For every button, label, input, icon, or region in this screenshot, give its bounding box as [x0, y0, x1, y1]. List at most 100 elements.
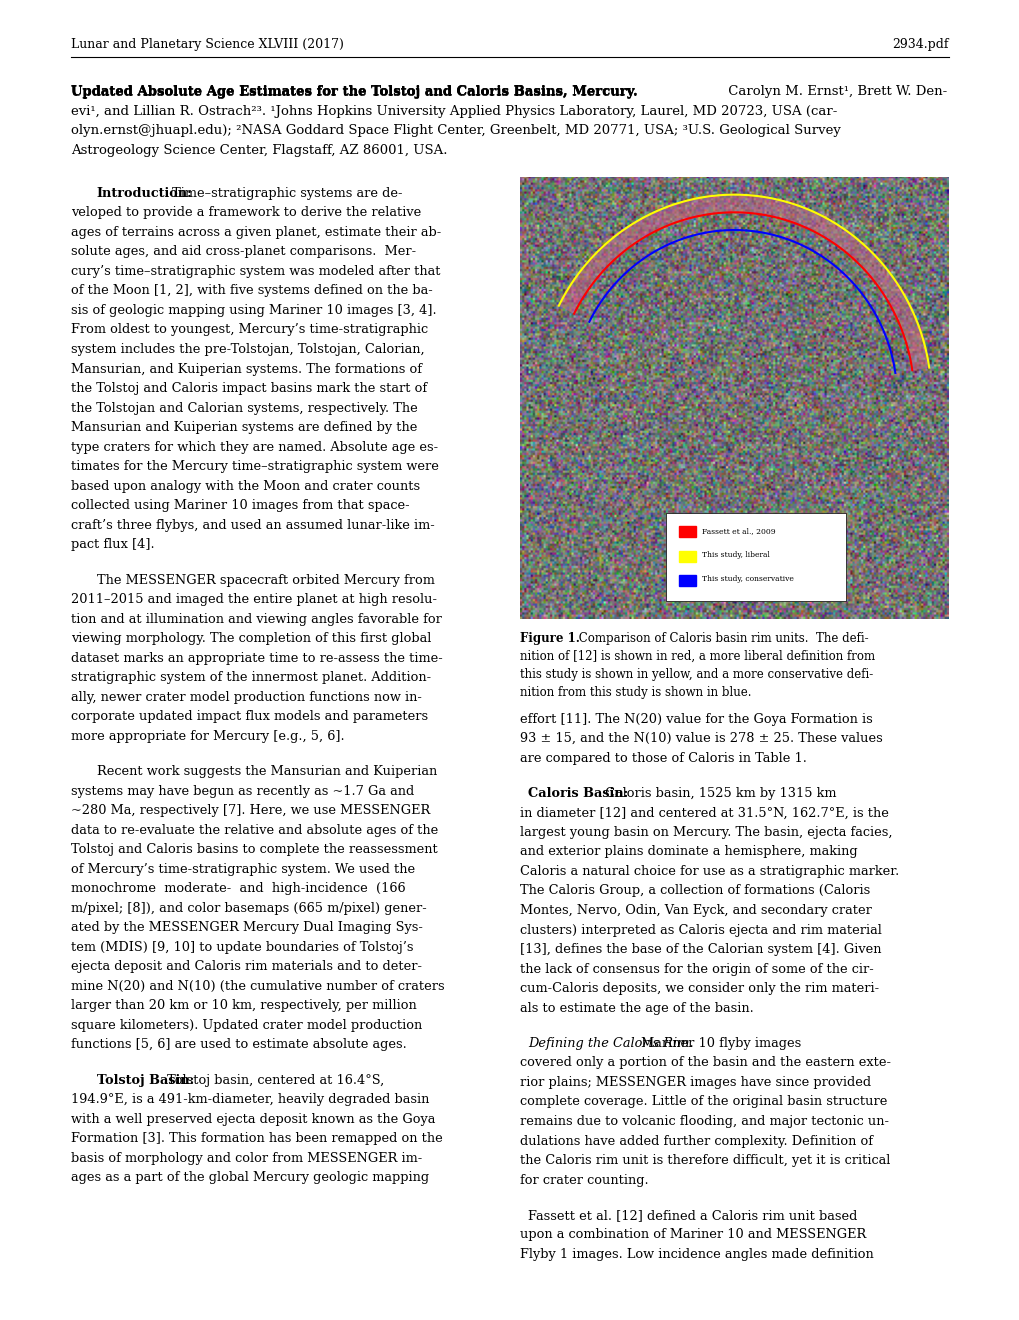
Text: the lack of consensus for the origin of some of the cir-: the lack of consensus for the origin of … — [520, 962, 873, 975]
Text: Figure 1.: Figure 1. — [520, 632, 580, 645]
FancyBboxPatch shape — [665, 513, 845, 602]
Text: upon a combination of Mariner 10 and MESSENGER: upon a combination of Mariner 10 and MES… — [520, 1229, 865, 1241]
Text: veloped to provide a framework to derive the relative: veloped to provide a framework to derive… — [71, 206, 421, 219]
Text: olyn.ernst@jhuapl.edu); ²NASA Goddard Space Flight Center, Greenbelt, MD 20771, : olyn.ernst@jhuapl.edu); ²NASA Goddard Sp… — [71, 124, 841, 137]
Text: This study, liberal: This study, liberal — [702, 550, 769, 560]
Text: ~280 Ma, respectively [7]. Here, we use MESSENGER: ~280 Ma, respectively [7]. Here, we use … — [71, 804, 430, 817]
Text: Formation [3]. This formation has been remapped on the: Formation [3]. This formation has been r… — [71, 1133, 442, 1146]
Text: Carolyn M. Ernst¹, Brett W. Den-: Carolyn M. Ernst¹, Brett W. Den- — [723, 86, 947, 98]
Text: nition from this study is shown in blue.: nition from this study is shown in blue. — [520, 686, 751, 698]
Text: ejecta deposit and Caloris rim materials and to deter-: ejecta deposit and Caloris rim materials… — [71, 961, 422, 973]
Text: Astrogeology Science Center, Flagstaff, AZ 86001, USA.: Astrogeology Science Center, Flagstaff, … — [71, 144, 447, 157]
Text: of Mercury’s time-stratigraphic system. We used the: of Mercury’s time-stratigraphic system. … — [71, 863, 415, 875]
Text: tion and at illumination and viewing angles favorable for: tion and at illumination and viewing ang… — [71, 612, 442, 626]
Text: nition of [12] is shown in red, a more liberal definition from: nition of [12] is shown in red, a more l… — [520, 651, 874, 663]
Text: Fassett et al., 2009: Fassett et al., 2009 — [702, 527, 775, 535]
Text: larger than 20 km or 10 km, respectively, per million: larger than 20 km or 10 km, respectively… — [71, 999, 417, 1012]
Bar — [678, 576, 695, 586]
Text: Introduction:: Introduction: — [97, 186, 193, 199]
Text: the Caloris rim unit is therefore difficult, yet it is critical: the Caloris rim unit is therefore diffic… — [520, 1154, 890, 1167]
Text: ages as a part of the global Mercury geologic mapping: ages as a part of the global Mercury geo… — [71, 1171, 429, 1184]
Text: 2934.pdf: 2934.pdf — [892, 38, 948, 50]
Text: Updated Absolute Age Estimates for the Tolstoj and Caloris Basins, Mercury.: Updated Absolute Age Estimates for the T… — [71, 86, 638, 98]
Text: Time–stratigraphic systems are de-: Time–stratigraphic systems are de- — [168, 186, 403, 199]
Text: the Tolstoj and Caloris impact basins mark the start of: the Tolstoj and Caloris impact basins ma… — [71, 381, 427, 395]
Text: timates for the Mercury time–stratigraphic system were: timates for the Mercury time–stratigraph… — [71, 461, 439, 474]
Text: Updated Absolute Age Estimates for the Tolstoj and Caloris Basins, Mercury.: Updated Absolute Age Estimates for the T… — [71, 86, 638, 99]
Text: Flyby 1 images. Low incidence angles made definition: Flyby 1 images. Low incidence angles mad… — [520, 1247, 873, 1261]
Text: Tolstoj and Caloris basins to complete the reassessment: Tolstoj and Caloris basins to complete t… — [71, 843, 438, 857]
Text: Comparison of Caloris basin rim units.  The defi-: Comparison of Caloris basin rim units. T… — [575, 632, 868, 645]
Text: This study, conservative: This study, conservative — [702, 576, 794, 583]
Text: dulations have added further complexity. Definition of: dulations have added further complexity.… — [520, 1134, 872, 1147]
Text: are compared to those of Caloris in Table 1.: are compared to those of Caloris in Tabl… — [520, 751, 806, 764]
Text: this study is shown in yellow, and a more conservative defi-: this study is shown in yellow, and a mor… — [520, 668, 872, 681]
Text: remains due to volcanic flooding, and major tectonic un-: remains due to volcanic flooding, and ma… — [520, 1115, 889, 1129]
Text: Defining the Caloris Rim.: Defining the Caloris Rim. — [528, 1036, 693, 1049]
Text: based upon analogy with the Moon and crater counts: based upon analogy with the Moon and cra… — [71, 479, 420, 492]
Text: The Caloris Group, a collection of formations (Caloris: The Caloris Group, a collection of forma… — [520, 884, 869, 898]
Text: and exterior plains dominate a hemisphere, making: and exterior plains dominate a hemispher… — [520, 845, 857, 858]
Text: Updated Absolute Age Estimates for the Tolstoj and Caloris Basins, Mercury.: Updated Absolute Age Estimates for the T… — [71, 86, 638, 98]
Text: square kilometers). Updated crater model production: square kilometers). Updated crater model… — [71, 1019, 422, 1032]
Text: Fassett et al. [12] defined a Caloris rim unit based: Fassett et al. [12] defined a Caloris ri… — [528, 1209, 856, 1222]
Text: ated by the MESSENGER Mercury Dual Imaging Sys-: ated by the MESSENGER Mercury Dual Imagi… — [71, 921, 423, 935]
Text: Tolstoj Basin:: Tolstoj Basin: — [97, 1073, 194, 1086]
Text: Mariner 10 flyby images: Mariner 10 flyby images — [636, 1036, 801, 1049]
Text: [13], defines the base of the Calorian system [4]. Given: [13], defines the base of the Calorian s… — [520, 942, 880, 956]
Text: clusters) interpreted as Caloris ejecta and rim material: clusters) interpreted as Caloris ejecta … — [520, 924, 881, 936]
Text: Caloris Basin:: Caloris Basin: — [528, 787, 628, 800]
Text: more appropriate for Mercury [e.g., 5, 6].: more appropriate for Mercury [e.g., 5, 6… — [71, 730, 344, 743]
Text: ages of terrains across a given planet, estimate their ab-: ages of terrains across a given planet, … — [71, 226, 441, 239]
Text: craft’s three flybys, and used an assumed lunar-like im-: craft’s three flybys, and used an assume… — [71, 519, 435, 532]
Text: dataset marks an appropriate time to re-assess the time-: dataset marks an appropriate time to re-… — [71, 652, 442, 665]
Text: stratigraphic system of the innermost planet. Addition-: stratigraphic system of the innermost pl… — [71, 672, 431, 684]
Text: of the Moon [1, 2], with five systems defined on the ba-: of the Moon [1, 2], with five systems de… — [71, 284, 433, 297]
Text: tem (MDIS) [9, 10] to update boundaries of Tolstoj’s: tem (MDIS) [9, 10] to update boundaries … — [71, 941, 414, 954]
Text: data to re-evaluate the relative and absolute ages of the: data to re-evaluate the relative and abs… — [71, 824, 438, 837]
Text: functions [5, 6] are used to estimate absolute ages.: functions [5, 6] are used to estimate ab… — [71, 1039, 407, 1052]
Text: the Tolstojan and Calorian systems, respectively. The: the Tolstojan and Calorian systems, resp… — [71, 401, 418, 414]
Text: Tolstoj basin, centered at 16.4°S,: Tolstoj basin, centered at 16.4°S, — [163, 1073, 384, 1086]
Text: evi¹, and Lillian R. Ostrach²³. ¹Johns Hopkins University Applied Physics Labora: evi¹, and Lillian R. Ostrach²³. ¹Johns H… — [71, 104, 837, 117]
Text: with a well preserved ejecta deposit known as the Goya: with a well preserved ejecta deposit kno… — [71, 1113, 435, 1126]
Text: solute ages, and aid cross-planet comparisons.  Mer-: solute ages, and aid cross-planet compar… — [71, 246, 416, 259]
Bar — [678, 527, 695, 537]
Bar — [678, 550, 695, 562]
Text: m/pixel; [8]), and color basemaps (665 m/pixel) gener-: m/pixel; [8]), and color basemaps (665 m… — [71, 902, 427, 915]
Text: Lunar and Planetary Science XLVIII (2017): Lunar and Planetary Science XLVIII (2017… — [71, 38, 344, 50]
Text: in diameter [12] and centered at 31.5°N, 162.7°E, is the: in diameter [12] and centered at 31.5°N,… — [520, 807, 889, 820]
Text: als to estimate the age of the basin.: als to estimate the age of the basin. — [520, 1002, 753, 1015]
Text: effort [11]. The N(20) value for the Goya Formation is: effort [11]. The N(20) value for the Goy… — [520, 713, 872, 726]
Text: 93 ± 15, and the N(10) value is 278 ± 25. These values: 93 ± 15, and the N(10) value is 278 ± 25… — [520, 733, 882, 744]
Text: Recent work suggests the Mansurian and Kuiperian: Recent work suggests the Mansurian and K… — [97, 766, 437, 777]
Text: Mansurian, and Kuiperian systems. The formations of: Mansurian, and Kuiperian systems. The fo… — [71, 363, 422, 376]
Text: systems may have begun as recently as ~1.7 Ga and: systems may have begun as recently as ~1… — [71, 784, 415, 797]
Text: covered only a portion of the basin and the eastern exte-: covered only a portion of the basin and … — [520, 1056, 891, 1069]
Text: 2011–2015 and imaged the entire planet at high resolu-: 2011–2015 and imaged the entire planet a… — [71, 593, 437, 606]
Text: type craters for which they are named. Absolute age es-: type craters for which they are named. A… — [71, 441, 438, 454]
Text: complete coverage. Little of the original basin structure: complete coverage. Little of the origina… — [520, 1096, 887, 1109]
Text: Mansurian and Kuiperian systems are defined by the: Mansurian and Kuiperian systems are defi… — [71, 421, 418, 434]
Text: cum-Caloris deposits, we consider only the rim materi-: cum-Caloris deposits, we consider only t… — [520, 982, 878, 995]
Text: sis of geologic mapping using Mariner 10 images [3, 4].: sis of geologic mapping using Mariner 10… — [71, 304, 436, 317]
Text: The MESSENGER spacecraft orbited Mercury from: The MESSENGER spacecraft orbited Mercury… — [97, 574, 434, 586]
Text: basis of morphology and color from MESSENGER im-: basis of morphology and color from MESSE… — [71, 1152, 422, 1164]
Text: pact flux [4].: pact flux [4]. — [71, 539, 155, 552]
Text: system includes the pre-Tolstojan, Tolstojan, Calorian,: system includes the pre-Tolstojan, Tolst… — [71, 343, 425, 356]
Polygon shape — [558, 194, 928, 371]
Text: 194.9°E, is a 491-km-diameter, heavily degraded basin: 194.9°E, is a 491-km-diameter, heavily d… — [71, 1093, 429, 1106]
Text: From oldest to youngest, Mercury’s time-stratigraphic: From oldest to youngest, Mercury’s time-… — [71, 323, 428, 337]
Text: largest young basin on Mercury. The basin, ejecta facies,: largest young basin on Mercury. The basi… — [520, 826, 892, 838]
Text: collected using Mariner 10 images from that space-: collected using Mariner 10 images from t… — [71, 499, 410, 512]
Text: monochrome  moderate-  and  high-incidence  (166: monochrome moderate- and high-incidence … — [71, 882, 406, 895]
Text: mine N(20) and N(10) (the cumulative number of craters: mine N(20) and N(10) (the cumulative num… — [71, 979, 444, 993]
Text: Montes, Nervo, Odin, Van Eyck, and secondary crater: Montes, Nervo, Odin, Van Eyck, and secon… — [520, 904, 871, 917]
Text: viewing morphology. The completion of this first global: viewing morphology. The completion of th… — [71, 632, 431, 645]
Text: corporate updated impact flux models and parameters: corporate updated impact flux models and… — [71, 710, 428, 723]
Text: cury’s time–stratigraphic system was modeled after that: cury’s time–stratigraphic system was mod… — [71, 265, 440, 279]
Text: ally, newer crater model production functions now in-: ally, newer crater model production func… — [71, 690, 422, 704]
Text: Caloris a natural choice for use as a stratigraphic marker.: Caloris a natural choice for use as a st… — [520, 865, 899, 878]
Text: rior plains; MESSENGER images have since provided: rior plains; MESSENGER images have since… — [520, 1076, 870, 1089]
Text: for crater counting.: for crater counting. — [520, 1173, 648, 1187]
